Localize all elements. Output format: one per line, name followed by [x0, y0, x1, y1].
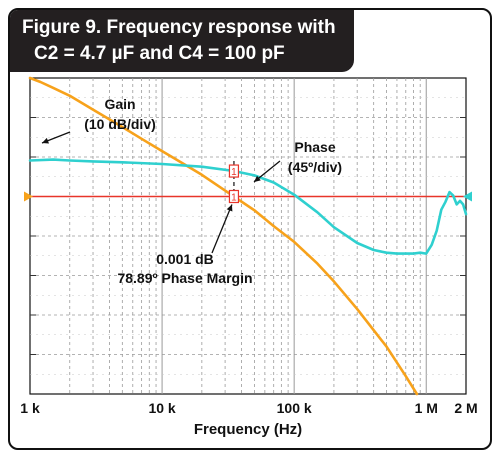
margin-annotation-phase: 78.89º Phase Margin [117, 270, 252, 286]
x-tick-label: 1 k [20, 400, 40, 416]
margin-arrow-head [226, 204, 233, 212]
x-tick-labels: 1 k 10 k 100 k 1 M 2 M [20, 400, 477, 416]
gain-reference-arrow [24, 191, 33, 202]
phase-reference-arrow [463, 191, 472, 202]
marker-box [228, 189, 240, 204]
reference-line-group [24, 191, 472, 202]
gain-annotation-unit: (10 dB/div) [84, 116, 156, 132]
x-tick-label: 100 k [277, 400, 312, 416]
figure-title-line2: C2 = 4.7 µF and C4 = 100 pF [34, 43, 285, 64]
annotations: Gain (10 dB/div) Phase (45º/div) 0.001 dB 78.… [41, 96, 342, 286]
phase-annotation-title: Phase [294, 139, 335, 155]
curves [28, 76, 468, 396]
margin-annotation-gain: 0.001 dB [156, 251, 214, 267]
markers: 11 [228, 161, 240, 204]
gain-annotation-title: Gain [104, 96, 135, 112]
phase-curve [28, 158, 468, 255]
grid [30, 78, 466, 394]
phase-arrow-head [254, 175, 261, 182]
margin-arrow-line [211, 204, 233, 254]
x-axis-label: Frequency (Hz) [194, 421, 302, 438]
x-tick-label: 2 M [454, 400, 477, 416]
phase-annotation-unit: (45º/div) [288, 159, 342, 175]
marker-label: 1 [231, 193, 237, 204]
gain-arrow-head [42, 137, 49, 144]
x-tick-label: 1 M [415, 400, 438, 416]
x-tick-label: 10 k [148, 400, 175, 416]
figure-title-line1: Figure 9. Frequency response with [22, 17, 336, 38]
gain-curve [28, 76, 419, 396]
title-bar: Figure 9. Frequency response with C2 = 4… [10, 10, 354, 72]
marker-box [228, 164, 240, 178]
marker-label: 1 [231, 167, 237, 178]
